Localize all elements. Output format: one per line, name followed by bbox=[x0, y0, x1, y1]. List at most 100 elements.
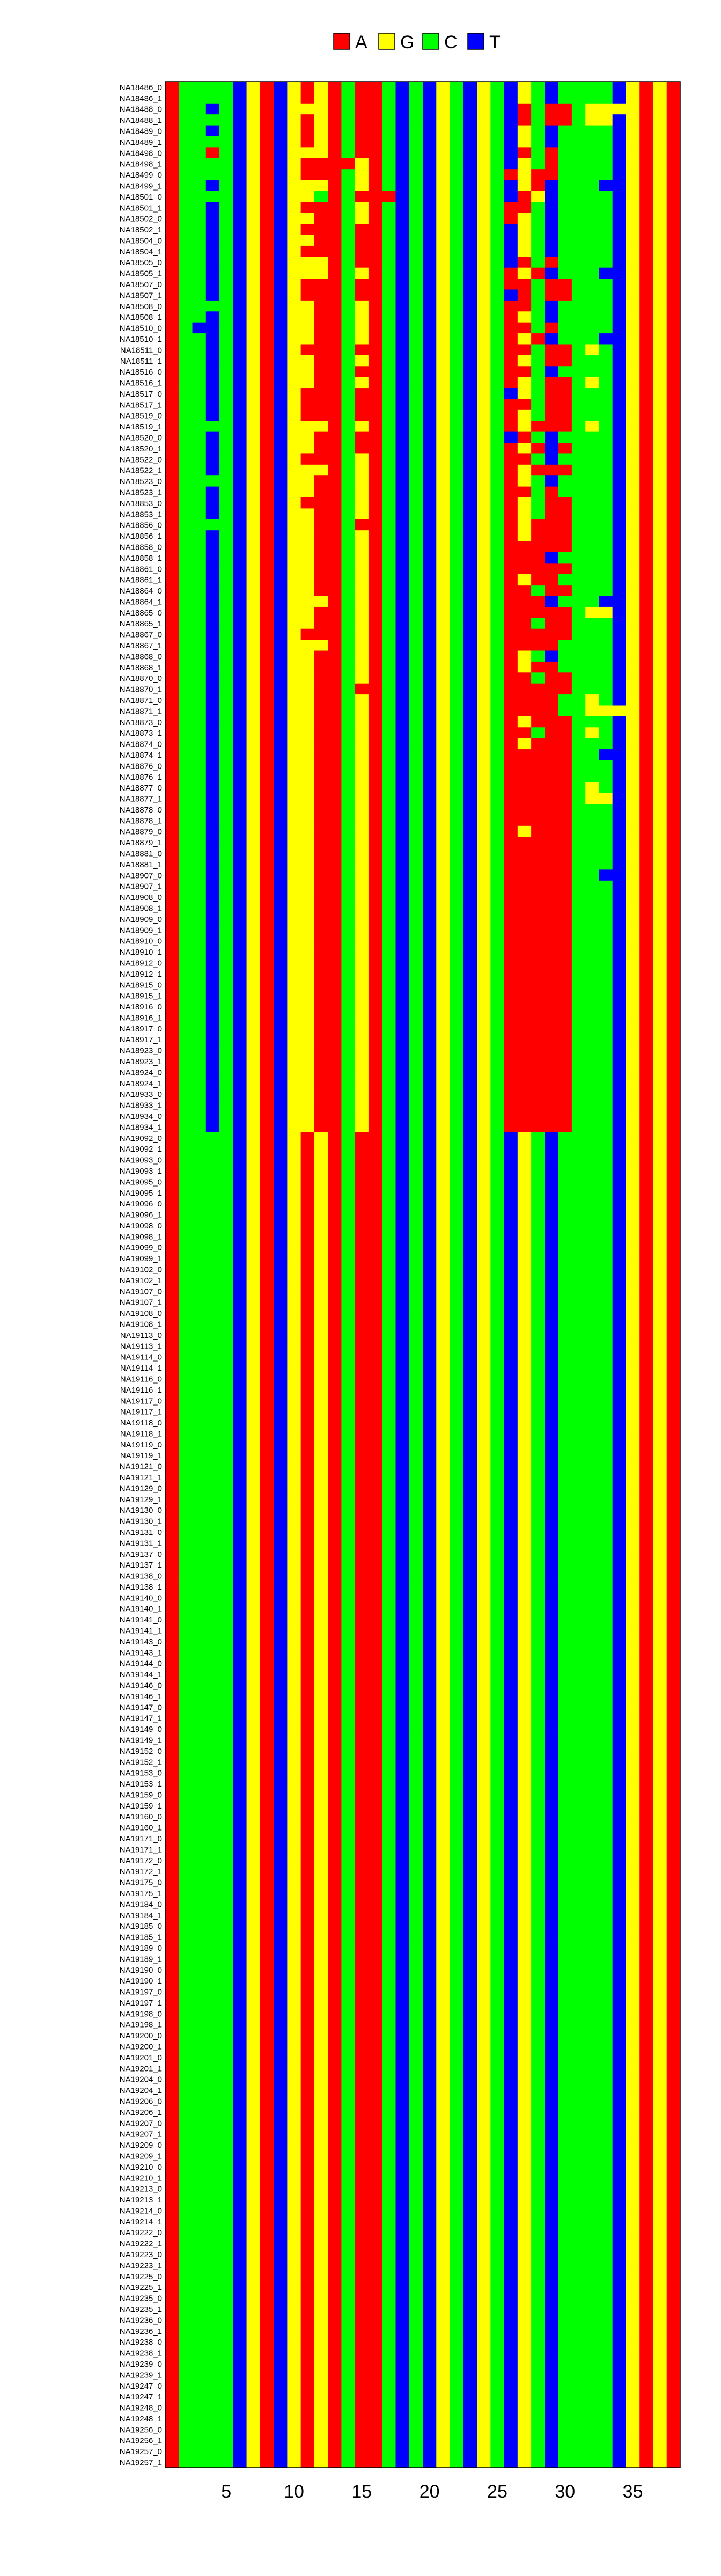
cell-NA19129_1-13 bbox=[328, 1493, 342, 1505]
cell-NA18501_1-7 bbox=[246, 202, 261, 214]
cell-NA19121_0-3 bbox=[192, 1460, 207, 1472]
cell-NA18488_0-14 bbox=[341, 103, 356, 115]
cell-NA18864_1-1 bbox=[165, 596, 179, 608]
cell-NA18508_1-1 bbox=[165, 311, 179, 323]
cell-NA19092_1-38 bbox=[666, 1143, 681, 1155]
cell-NA19114_0-8 bbox=[260, 1351, 274, 1363]
cell-NA18507_1-34 bbox=[612, 289, 627, 301]
cell-NA18498_1-25 bbox=[490, 158, 504, 170]
cell-NA18507_1-35 bbox=[626, 289, 640, 301]
cell-NA18873_1-15 bbox=[355, 727, 369, 739]
cell-NA19130_1-7 bbox=[246, 1515, 261, 1527]
cell-NA18870_1-26 bbox=[504, 683, 518, 695]
cell-NA18879_1-19 bbox=[409, 837, 423, 848]
cell-NA19096_0-22 bbox=[450, 1198, 464, 1210]
cell-NA19116_1-29 bbox=[545, 1384, 559, 1395]
cell-NA18909_1-18 bbox=[395, 924, 410, 936]
cell-NA18879_1-11 bbox=[300, 837, 315, 848]
cell-NA19107_0-32 bbox=[585, 1285, 599, 1297]
cell-NA19102_0-16 bbox=[368, 1263, 382, 1275]
cell-NA19108_0-36 bbox=[639, 1307, 653, 1319]
cell-NA18510_0-13 bbox=[328, 322, 342, 334]
cell-NA19098_0-8 bbox=[260, 1220, 274, 1231]
cell-NA19117_0-23 bbox=[463, 1395, 477, 1407]
cell-NA18504_1-23 bbox=[463, 245, 477, 257]
cell-NA19114_0-17 bbox=[382, 1351, 396, 1363]
cell-NA18910_0-14 bbox=[341, 935, 356, 947]
cell-NA18489_0-9 bbox=[274, 125, 288, 137]
cell-NA18881_1-28 bbox=[531, 859, 545, 870]
cell-NA18912_1-16 bbox=[368, 968, 382, 979]
cell-NA18873_1-35 bbox=[626, 727, 640, 739]
cell-NA18881_0-11 bbox=[300, 847, 315, 859]
cell-NA18499_1-33 bbox=[599, 180, 613, 192]
cell-NA18879_1-15 bbox=[355, 837, 369, 848]
cell-NA19114_1-30 bbox=[558, 1362, 572, 1373]
cell-NA18861_1-20 bbox=[423, 574, 437, 586]
cell-NA18861_1-16 bbox=[368, 574, 382, 586]
cell-NA18502_0-1 bbox=[165, 213, 179, 224]
cell-NA18923_1-2 bbox=[179, 1056, 193, 1067]
cell-NA18877_1-7 bbox=[246, 793, 261, 804]
cell-NA19093_0-30 bbox=[558, 1154, 572, 1166]
cell-NA18912_0-32 bbox=[585, 957, 599, 969]
cell-NA18908_1-4 bbox=[205, 902, 220, 914]
cell-NA18907_0-14 bbox=[341, 869, 356, 881]
cell-NA18499_1-8 bbox=[260, 180, 274, 192]
cell-NA19119_1-6 bbox=[233, 1450, 247, 1461]
cell-NA18908_1-37 bbox=[653, 902, 667, 914]
cell-NA18489_0-38 bbox=[666, 125, 681, 137]
cell-NA18933_1-22 bbox=[450, 1099, 464, 1111]
cell-NA18910_0-34 bbox=[612, 935, 627, 947]
cell-NA18511_0-27 bbox=[517, 344, 532, 356]
cell-NA18488_1-18 bbox=[395, 114, 410, 126]
cell-NA18871_1-31 bbox=[571, 705, 586, 717]
cell-NA18924_0-19 bbox=[409, 1066, 423, 1078]
cell-NA18853_1-34 bbox=[612, 508, 627, 520]
cell-NA19099_0-4 bbox=[205, 1241, 220, 1253]
cell-NA18915_1-2 bbox=[179, 990, 193, 1001]
cell-NA18870_0-17 bbox=[382, 672, 396, 684]
cell-NA19116_0-19 bbox=[409, 1373, 423, 1385]
cell-NA18908_0-23 bbox=[463, 891, 477, 903]
cell-NA18881_1-14 bbox=[341, 859, 356, 870]
cell-NA18865_1-1 bbox=[165, 618, 179, 630]
cell-NA19117_0-28 bbox=[531, 1395, 545, 1407]
cell-NA18502_0-14 bbox=[341, 213, 356, 224]
cell-NA19113_0-12 bbox=[314, 1329, 328, 1341]
cell-NA18873_1-1 bbox=[165, 727, 179, 739]
cell-NA18499_1-32 bbox=[585, 180, 599, 192]
cell-NA18507_1-16 bbox=[368, 289, 382, 301]
cell-NA18510_0-31 bbox=[571, 322, 586, 334]
cell-NA18870_1-25 bbox=[490, 683, 504, 695]
cell-NA18916_0-7 bbox=[246, 1001, 261, 1012]
cell-NA18916_0-15 bbox=[355, 1001, 369, 1012]
cell-NA18907_0-20 bbox=[423, 869, 437, 881]
cell-NA18508_0-20 bbox=[423, 300, 437, 312]
cell-NA18486_1-7 bbox=[246, 92, 261, 104]
cell-NA19102_0-33 bbox=[599, 1263, 613, 1275]
cell-NA18908_1-33 bbox=[599, 902, 613, 914]
cell-NA18519_0-13 bbox=[328, 409, 342, 421]
cell-NA19130_1-10 bbox=[287, 1515, 301, 1527]
cell-NA19129_0-11 bbox=[300, 1482, 315, 1494]
cell-NA18871_0-35 bbox=[626, 694, 640, 706]
cell-NA19119_1-25 bbox=[490, 1450, 504, 1461]
cell-NA18501_1-19 bbox=[409, 202, 423, 214]
cell-NA18879_0-13 bbox=[328, 825, 342, 837]
cell-NA18511_0-19 bbox=[409, 344, 423, 356]
cell-NA18916_1-27 bbox=[517, 1012, 532, 1023]
cell-NA18879_0-6 bbox=[233, 825, 247, 837]
cell-NA18510_0-21 bbox=[436, 322, 450, 334]
cell-NA18881_0-31 bbox=[571, 847, 586, 859]
cell-NA18865_1-11 bbox=[300, 618, 315, 630]
cell-NA18910_1-38 bbox=[666, 946, 681, 957]
cell-NA19114_0-25 bbox=[490, 1351, 504, 1363]
cell-NA18924_1-7 bbox=[246, 1077, 261, 1089]
cell-NA18876_1-38 bbox=[666, 771, 681, 782]
cell-NA19130_0-34 bbox=[612, 1504, 627, 1516]
cell-NA19099_0-3 bbox=[192, 1241, 207, 1253]
cell-NA18867_0-14 bbox=[341, 628, 356, 640]
cell-NA18523_1-10 bbox=[287, 486, 301, 498]
cell-NA18924_1-13 bbox=[328, 1077, 342, 1089]
